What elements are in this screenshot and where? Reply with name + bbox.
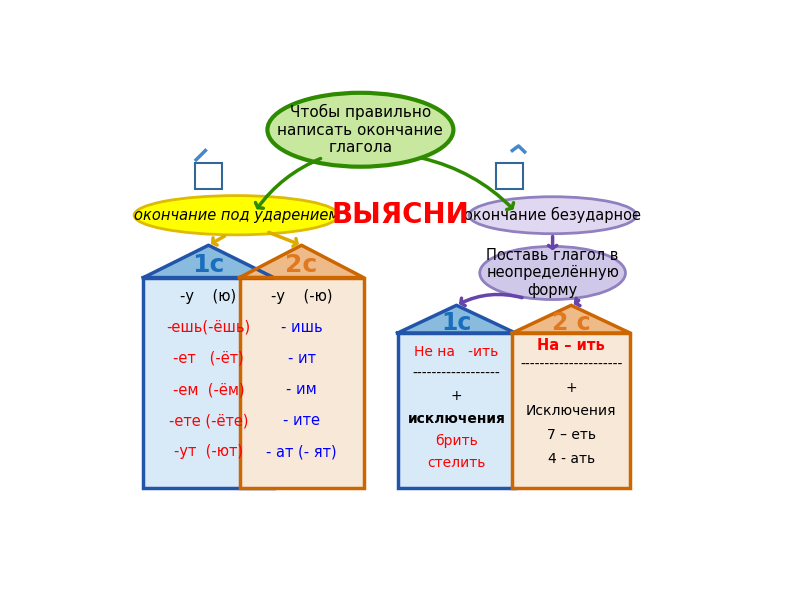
FancyBboxPatch shape: [143, 278, 274, 488]
Polygon shape: [239, 245, 363, 278]
Text: -ут  (-ют): -ут (-ют): [174, 445, 243, 460]
Ellipse shape: [480, 247, 626, 299]
Text: - им: - им: [286, 382, 317, 397]
Polygon shape: [143, 245, 274, 278]
FancyBboxPatch shape: [398, 333, 515, 488]
Text: 7 – еть: 7 – еть: [546, 428, 596, 442]
Text: -у    (ю): -у (ю): [181, 289, 237, 304]
FancyBboxPatch shape: [239, 278, 363, 488]
Text: -ем  (-ём): -ем (-ём): [173, 382, 244, 397]
Text: Чтобы правильно
написать окончание
глагола: Чтобы правильно написать окончание глаго…: [278, 104, 443, 155]
Text: окончание под ударением: окончание под ударением: [134, 208, 339, 223]
Text: ВЫЯСНИ: ВЫЯСНИ: [332, 201, 470, 229]
Text: стелить: стелить: [427, 457, 486, 470]
Text: - ишь: - ишь: [281, 320, 322, 335]
FancyBboxPatch shape: [195, 163, 222, 189]
Text: 2 с: 2 с: [552, 311, 590, 335]
FancyBboxPatch shape: [495, 163, 523, 189]
Ellipse shape: [267, 93, 454, 167]
Text: окончание безударное: окончание безударное: [464, 207, 641, 223]
Text: ------------------: ------------------: [413, 367, 500, 381]
Text: 1с: 1с: [442, 311, 472, 335]
Text: -ете (-ёте): -ете (-ёте): [169, 413, 248, 428]
Text: -ешь(-ёшь): -ешь(-ёшь): [166, 320, 250, 335]
Polygon shape: [398, 305, 515, 333]
Text: 4 - ать: 4 - ать: [548, 452, 594, 466]
Text: Не на   -ить: Не на -ить: [414, 344, 498, 359]
Ellipse shape: [134, 196, 338, 235]
Text: -у    (-ю): -у (-ю): [270, 289, 332, 304]
Text: - ите: - ите: [283, 413, 320, 428]
Text: исключения: исключения: [407, 412, 506, 425]
Text: - ит: - ит: [287, 351, 315, 366]
Text: брить: брить: [435, 434, 478, 448]
Ellipse shape: [469, 197, 636, 234]
Text: 1с: 1с: [192, 253, 225, 277]
Text: 2с: 2с: [286, 253, 318, 277]
FancyBboxPatch shape: [512, 333, 630, 488]
Text: +: +: [566, 381, 577, 395]
Text: +: +: [450, 389, 462, 403]
Polygon shape: [512, 305, 630, 333]
Text: - ат (- ят): - ат (- ят): [266, 445, 337, 460]
Text: На – ить: На – ить: [538, 338, 605, 353]
Text: Поставь глагол в
неопределённую
форму: Поставь глагол в неопределённую форму: [486, 248, 619, 298]
Text: -ет   (-ёт): -ет (-ёт): [173, 351, 244, 366]
Text: ---------------------: ---------------------: [520, 358, 622, 371]
Text: Исключения: Исключения: [526, 404, 617, 418]
